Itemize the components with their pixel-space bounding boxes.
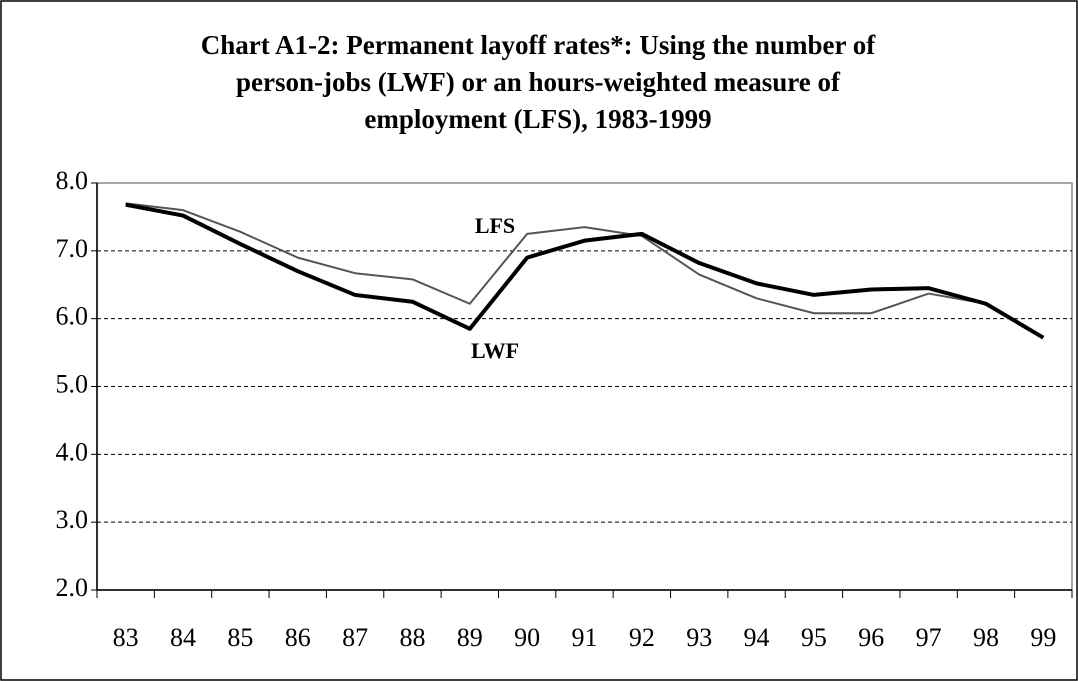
series-label: LFS	[475, 213, 515, 238]
x-tick-label: 90	[514, 623, 540, 652]
x-tick-label: 97	[916, 623, 942, 652]
y-tick-label: 6.0	[56, 302, 89, 331]
series-line	[125, 202, 1045, 340]
y-tick-label: 5.0	[56, 369, 89, 398]
x-tick-label: 89	[457, 623, 483, 652]
x-tick-label: 99	[1030, 623, 1056, 652]
x-tick-label: 93	[686, 623, 712, 652]
x-tick-label: 84	[170, 623, 196, 652]
series-line	[125, 202, 1044, 339]
x-tick-label: 83	[113, 623, 139, 652]
series-label: LWF	[471, 338, 519, 363]
chart-title: Chart A1-2: Permanent layoff rates*: Usi…	[201, 30, 876, 60]
x-tick-label: 95	[801, 623, 827, 652]
x-tick-label: 86	[285, 623, 311, 652]
x-tick-label: 85	[227, 623, 253, 652]
x-tick-label: 88	[399, 623, 425, 652]
chart-title: person-jobs (LWF) or an hours-weighted m…	[236, 67, 841, 97]
x-tick-label: 87	[342, 623, 368, 652]
chart-title: employment (LFS), 1983-1999	[364, 104, 711, 134]
y-tick-label: 3.0	[56, 505, 89, 534]
y-tick-label: 8.0	[56, 166, 89, 195]
x-tick-label: 98	[973, 623, 999, 652]
x-tick-label: 92	[629, 623, 655, 652]
x-tick-label: 96	[858, 623, 884, 652]
y-tick-label: 4.0	[56, 437, 89, 466]
x-tick-label: 91	[572, 623, 598, 652]
y-tick-label: 7.0	[56, 234, 89, 263]
x-tick-label: 94	[744, 623, 770, 652]
y-tick-label: 2.0	[56, 573, 89, 602]
